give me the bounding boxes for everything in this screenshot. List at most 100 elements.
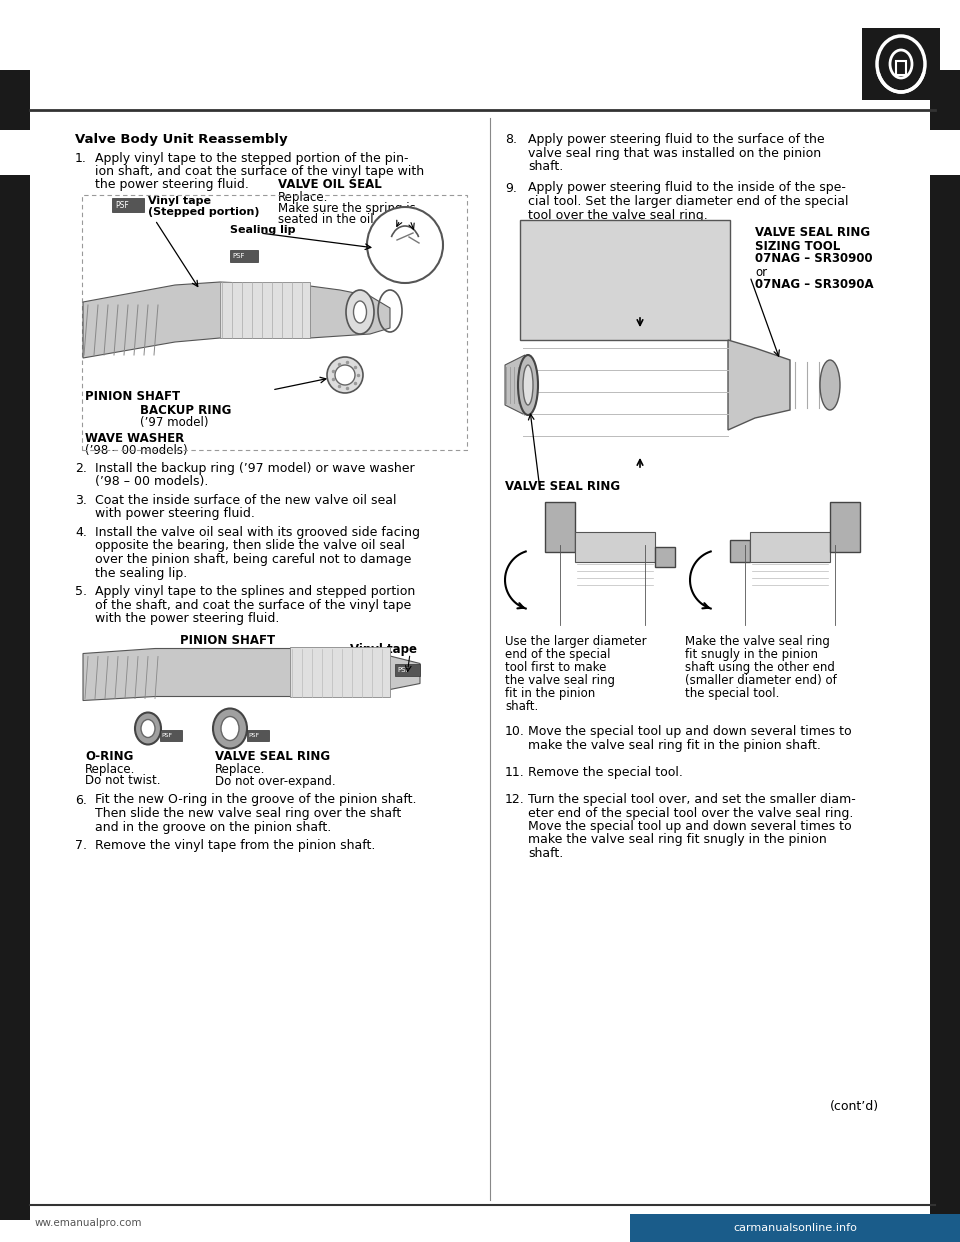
Text: 07NAG – SR30900: 07NAG – SR30900 [755,252,873,266]
Ellipse shape [141,719,155,738]
Text: 10.: 10. [505,725,525,738]
Text: or: or [755,266,767,278]
Text: Do not over-expand.: Do not over-expand. [215,775,336,787]
Bar [655,546,675,568]
Bar [160,729,182,740]
Text: Apply vinyl tape to the stepped portion of the pin-: Apply vinyl tape to the stepped portion … [95,152,409,165]
Text: 6.: 6. [75,794,86,806]
Text: Vinyl tape: Vinyl tape [148,196,211,206]
Text: with the power steering fluid.: with the power steering fluid. [95,612,279,625]
Text: Move the special tool up and down several times to: Move the special tool up and down severa… [528,820,852,833]
Text: 11.: 11. [505,766,525,779]
Bar [0,70,30,1220]
Text: 2.: 2. [75,462,86,474]
Text: VALVE SEAL RING: VALVE SEAL RING [505,479,620,493]
Text: the special tool.: the special tool. [685,687,780,700]
Bar [830,502,860,551]
Bar [862,29,940,101]
Text: PSF: PSF [248,733,259,738]
Text: Then slide the new valve seal ring over the shaft: Then slide the new valve seal ring over … [95,807,401,820]
Text: 7.: 7. [75,840,87,852]
Text: WAVE WASHER: WAVE WASHER [85,432,184,445]
Text: Replace.: Replace. [278,191,328,204]
Ellipse shape [135,713,161,744]
Text: make the valve seal ring fit in the pinion shaft.: make the valve seal ring fit in the pini… [528,739,821,751]
Bar [395,663,420,676]
Text: shaft.: shaft. [528,847,564,859]
Text: VALVE OIL SEAL: VALVE OIL SEAL [278,178,382,191]
Text: seated in the oil seal.: seated in the oil seal. [278,212,405,226]
Text: of the shaft, and coat the surface of the vinyl tape: of the shaft, and coat the surface of th… [95,599,411,611]
Text: valve seal ring that was installed on the pinion: valve seal ring that was installed on th… [528,147,821,159]
Text: Move the special tool up and down several times to: Move the special tool up and down severa… [528,725,852,738]
Ellipse shape [346,289,374,334]
Text: and in the groove on the pinion shaft.: and in the groove on the pinion shaft. [95,821,331,833]
Text: VALVE SEAL RING: VALVE SEAL RING [755,226,870,240]
Text: cial tool. Set the larger diameter end of the special: cial tool. Set the larger diameter end o… [528,195,849,207]
Bar [247,729,269,740]
Text: SIZING TOOL: SIZING TOOL [755,240,840,252]
Bar [112,197,144,212]
Text: PSF: PSF [115,200,129,210]
Text: PSF: PSF [161,733,172,738]
Text: Remove the vinyl tape from the pinion shaft.: Remove the vinyl tape from the pinion sh… [95,840,375,852]
Text: (’98 – 00 models): (’98 – 00 models) [85,443,187,457]
Text: fit snugly in the pinion: fit snugly in the pinion [685,648,818,661]
Text: Vinyl tape: Vinyl tape [350,643,417,657]
Text: 4.: 4. [75,527,86,539]
Bar [575,532,655,561]
Ellipse shape [327,356,363,392]
Text: Apply power steering fluid to the inside of the spe-: Apply power steering fluid to the inside… [528,181,846,195]
Text: PSF: PSF [397,667,410,672]
Text: PSF: PSF [232,253,245,260]
Text: ww.emanualpro.com: ww.emanualpro.com [35,1218,142,1228]
Text: Apply vinyl tape to the splines and stepped portion: Apply vinyl tape to the splines and step… [95,585,416,597]
Text: Coat the inside surface of the new valve oil seal: Coat the inside surface of the new valve… [95,494,396,507]
Polygon shape [83,648,420,700]
Text: 8.: 8. [505,133,517,147]
Text: Do not twist.: Do not twist. [85,775,160,787]
Bar [230,250,258,262]
Bar [630,1213,960,1242]
Text: PINION SHAFT: PINION SHAFT [180,633,276,647]
Text: (’98 – 00 models).: (’98 – 00 models). [95,476,208,488]
Polygon shape [728,340,790,430]
Text: Make sure the spring is: Make sure the spring is [278,202,416,215]
Text: Sealing lip: Sealing lip [230,225,296,235]
Text: opposite the bearing, then slide the valve oil seal: opposite the bearing, then slide the val… [95,539,405,553]
Bar [750,532,830,561]
Text: the power steering fluid.: the power steering fluid. [95,178,249,191]
Text: Use the larger diameter: Use the larger diameter [505,635,647,648]
Ellipse shape [890,50,912,78]
Text: Make the valve seal ring: Make the valve seal ring [685,635,829,648]
Text: Install the valve oil seal with its grooved side facing: Install the valve oil seal with its groo… [95,527,420,539]
Text: tool over the valve seal ring.: tool over the valve seal ring. [528,209,708,221]
Text: 17-41: 17-41 [870,1225,959,1242]
Text: 07NAG – SR3090A: 07NAG – SR3090A [755,278,874,292]
Text: with power steering fluid.: with power steering fluid. [95,508,254,520]
Text: O-RING: O-RING [85,750,133,764]
Text: Valve Body Unit Reassembly: Valve Body Unit Reassembly [75,133,288,147]
Text: Replace.: Replace. [85,763,135,775]
Bar [896,61,906,75]
Text: 5.: 5. [75,585,87,597]
Bar [220,282,310,338]
Polygon shape [505,355,525,415]
Text: PINION SHAFT: PINION SHAFT [85,390,180,402]
Bar [0,130,30,175]
Text: tool first to make: tool first to make [505,661,607,674]
Text: 9.: 9. [505,181,516,195]
Text: end of the special: end of the special [505,648,611,661]
Text: Apply power steering fluid to the surface of the: Apply power steering fluid to the surfac… [528,133,825,147]
Ellipse shape [221,717,239,740]
Text: shaft using the other end: shaft using the other end [685,661,835,674]
Ellipse shape [335,365,355,385]
Text: the valve seal ring: the valve seal ring [505,674,615,687]
Text: eter end of the special tool over the valve seal ring.: eter end of the special tool over the va… [528,806,853,820]
Text: shaft.: shaft. [505,700,539,713]
Text: carmanualsonline.info: carmanualsonline.info [733,1223,857,1233]
Text: (Stepped portion): (Stepped portion) [148,207,259,217]
Text: fit in the pinion: fit in the pinion [505,687,595,700]
Text: (cont’d): (cont’d) [830,1100,879,1113]
Bar [520,220,730,340]
